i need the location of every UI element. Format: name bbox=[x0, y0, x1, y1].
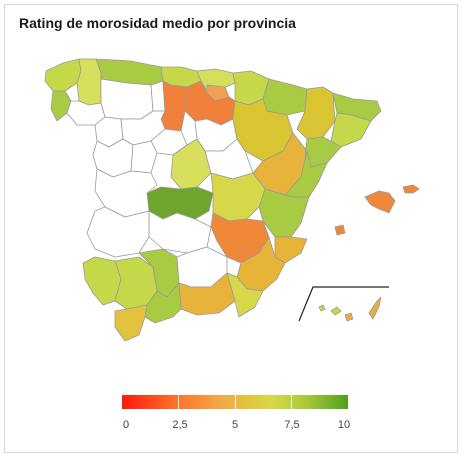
legend-tick-mark bbox=[178, 395, 179, 409]
map-title: Rating de morosidad medio por provincia bbox=[19, 15, 296, 31]
region-huelva[interactable] bbox=[82, 256, 122, 306]
region-galicia-pontevedra[interactable] bbox=[50, 90, 72, 122]
region-badajoz[interactable] bbox=[86, 206, 150, 258]
region-cadiz[interactable] bbox=[114, 304, 148, 342]
region-huesca[interactable] bbox=[262, 78, 308, 116]
region-avila[interactable] bbox=[130, 140, 158, 174]
legend-tick-label: 2,5 bbox=[172, 419, 188, 431]
region-canarias-tenerife[interactable] bbox=[330, 306, 342, 316]
canarias-inset-frame bbox=[298, 286, 389, 322]
legend-tick-label: 10 bbox=[337, 419, 351, 431]
region-almeria[interactable] bbox=[226, 272, 264, 318]
region-burgos[interactable] bbox=[160, 80, 188, 132]
region-canarias-west[interactable] bbox=[318, 304, 326, 312]
region-cuenca[interactable] bbox=[210, 172, 266, 222]
region-ibiza[interactable] bbox=[334, 224, 346, 236]
region-leon[interactable] bbox=[100, 78, 154, 120]
legend-tick-label: 7,5 bbox=[284, 419, 300, 431]
region-valencia[interactable] bbox=[258, 188, 310, 238]
color-scale-legend: 0 2,5 5 7,5 10 bbox=[122, 395, 351, 435]
region-menorca[interactable] bbox=[402, 184, 420, 194]
legend-tick-label: 5 bbox=[231, 419, 239, 431]
region-galicia-coruna[interactable] bbox=[44, 58, 82, 92]
spain-choropleth-map bbox=[44, 58, 420, 342]
legend-tick-mark bbox=[291, 395, 292, 409]
legend-tick-label: 0 bbox=[122, 419, 130, 431]
region-canarias-gran-canaria[interactable] bbox=[344, 312, 354, 322]
region-galicia-lugo[interactable] bbox=[76, 58, 102, 106]
region-alicante[interactable] bbox=[274, 236, 308, 264]
region-malaga[interactable] bbox=[144, 282, 182, 324]
region-canarias-east[interactable] bbox=[368, 296, 382, 320]
region-caceres[interactable] bbox=[94, 168, 158, 218]
legend-tick-mark bbox=[235, 395, 236, 409]
region-ciudad-real[interactable] bbox=[148, 210, 212, 254]
region-mallorca[interactable] bbox=[364, 190, 396, 214]
map-card: Rating de morosidad medio por provincia bbox=[4, 4, 458, 453]
